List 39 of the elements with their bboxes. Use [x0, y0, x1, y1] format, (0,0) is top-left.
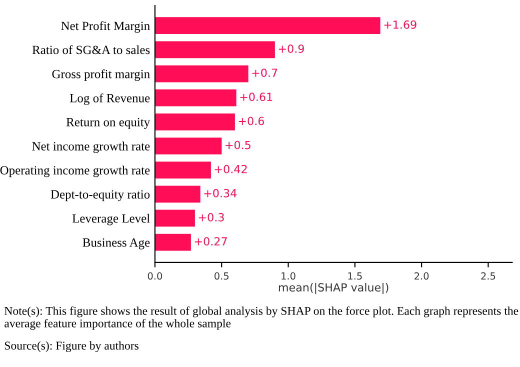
- data-label: +0.5: [226, 140, 250, 150]
- data-label: +0.7: [252, 68, 278, 77]
- data-label: +1.69: [384, 20, 416, 29]
- y-tick-label: Log of Revenue: [70, 93, 150, 105]
- bar: [154, 210, 195, 227]
- bar: [154, 89, 236, 106]
- bar: [154, 162, 211, 178]
- y-tick-label: Net income growth rate: [32, 142, 150, 154]
- source-note: Source(s): Figure by authors: [4, 341, 138, 352]
- bar: [154, 186, 200, 203]
- data-label: +0.34: [204, 188, 236, 198]
- bar: [154, 138, 222, 154]
- y-tick-label: Net Profit Margin: [61, 21, 150, 33]
- bar: [154, 113, 235, 130]
- bar: [154, 65, 248, 82]
- y-tick-label: Gross profit margin: [52, 69, 150, 81]
- data-label: +0.6: [238, 116, 264, 126]
- x-tick-label: 0.5: [214, 272, 228, 280]
- x-tick-label: 2.0: [414, 272, 429, 280]
- y-tick-label: Leverage Level: [72, 214, 150, 226]
- x-tick-label: 2.5: [481, 272, 496, 280]
- y-tick-label: Dept-to-equity ratio: [50, 190, 150, 202]
- data-label: +0.27: [194, 237, 227, 246]
- x-tick-label: 1.5: [348, 272, 362, 280]
- x-tick-label: 0.0: [148, 272, 162, 280]
- data-label: +0.3: [198, 213, 224, 222]
- bar: [154, 41, 275, 58]
- x-tick-label: 1.0: [282, 272, 296, 280]
- bar: [154, 234, 191, 251]
- data-label: +0.61: [240, 92, 272, 102]
- x-axis-title: mean(|SHAP value|): [278, 282, 388, 294]
- y-tick-label: Business Age: [82, 238, 150, 250]
- data-label: +0.9: [278, 44, 304, 53]
- y-tick-label: Ratio of SG&A to sales: [32, 45, 150, 54]
- y-tick-label: Operating income growth rate: [0, 166, 150, 178]
- y-tick-label: Return on equity: [66, 118, 150, 129]
- bar: [154, 17, 380, 34]
- data-label: +0.42: [214, 164, 247, 174]
- text: Note(s): This figure shows the result of global analysis by SHAP on the force plot. Each graph represents the average feature importance of the whole sample: [4, 306, 518, 330]
